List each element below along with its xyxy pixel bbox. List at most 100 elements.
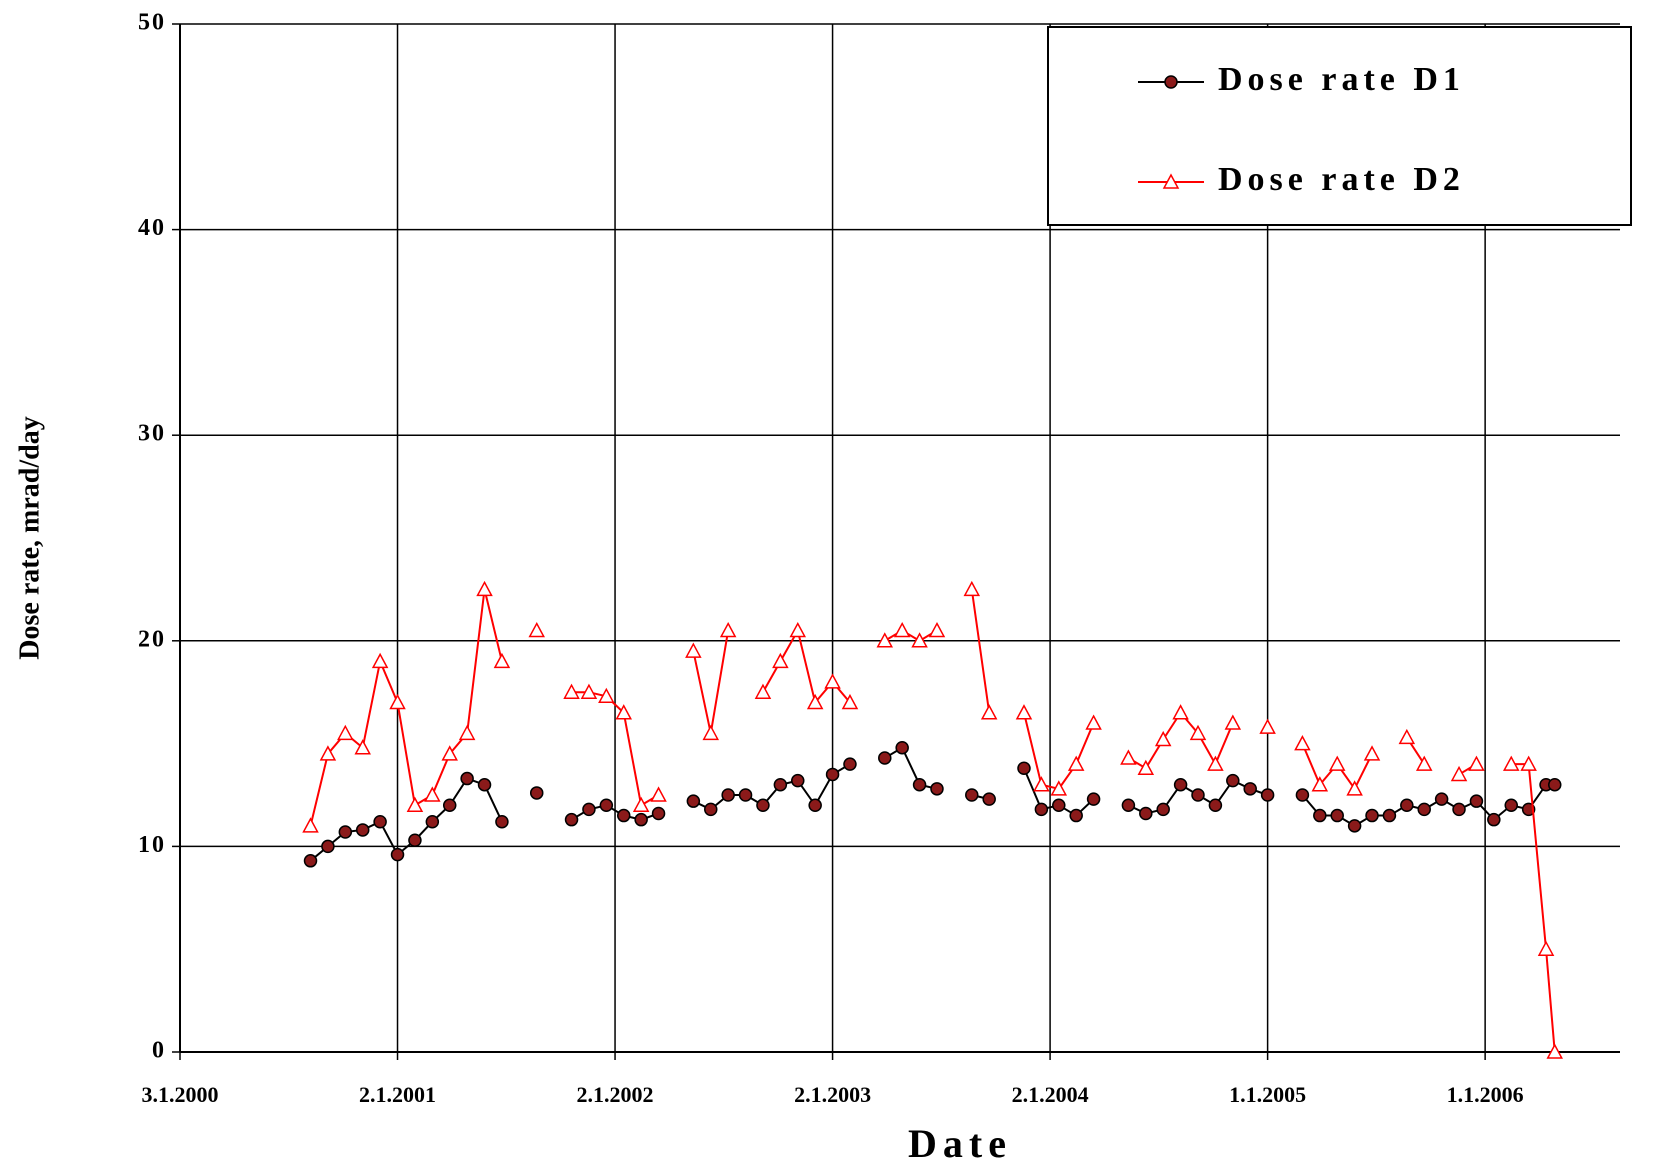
marker	[721, 788, 735, 802]
marker	[1546, 1043, 1563, 1059]
marker	[1382, 808, 1397, 823]
marker	[1164, 75, 1178, 89]
marker	[1294, 735, 1311, 751]
marker	[302, 817, 319, 833]
marker	[1139, 806, 1153, 821]
marker	[719, 621, 737, 638]
marker	[1504, 798, 1518, 813]
y-tick-label: 40	[138, 215, 166, 241]
y-tick-label: 10	[138, 832, 166, 858]
marker	[980, 704, 998, 720]
marker	[1156, 802, 1170, 817]
marker	[1207, 755, 1224, 771]
marker	[965, 788, 979, 802]
marker	[564, 812, 579, 827]
marker	[389, 693, 406, 710]
marker	[1487, 812, 1501, 827]
marker	[1067, 755, 1085, 771]
y-axis-title: Dose rate, mrad/day	[14, 416, 45, 659]
marker	[1085, 714, 1102, 730]
marker	[791, 773, 805, 788]
marker	[1469, 794, 1484, 808]
marker	[1259, 718, 1276, 734]
legend-box	[1047, 26, 1632, 226]
marker	[878, 751, 892, 765]
y-tick-label: 30	[138, 421, 166, 447]
marker	[1365, 808, 1379, 823]
marker	[808, 798, 822, 813]
marker	[841, 693, 859, 710]
x-tick-label: 1.1.2006	[1447, 1082, 1524, 1107]
y-tick-label: 20	[138, 626, 166, 652]
marker	[476, 580, 493, 597]
marker	[1162, 173, 1180, 189]
marker	[424, 786, 441, 802]
marker	[876, 632, 894, 648]
marker	[337, 724, 354, 741]
marker	[1154, 730, 1172, 747]
marker	[1328, 755, 1346, 771]
marker	[704, 802, 718, 817]
marker	[825, 767, 840, 782]
marker	[702, 724, 720, 741]
marker	[373, 814, 387, 829]
marker	[406, 796, 424, 813]
marker	[912, 777, 927, 792]
marker	[930, 782, 944, 796]
marker	[982, 792, 996, 806]
marker	[616, 808, 631, 823]
marker	[1243, 782, 1257, 796]
marker	[458, 724, 476, 741]
marker	[1226, 773, 1240, 788]
x-axis-title: Date	[908, 1121, 1012, 1162]
marker	[599, 798, 614, 813]
marker	[1330, 808, 1344, 823]
marker	[563, 683, 580, 699]
marker	[1050, 780, 1068, 796]
marker	[1434, 792, 1449, 806]
legend-label: Dose rate D1	[1218, 61, 1465, 98]
marker	[806, 693, 824, 710]
marker	[772, 652, 789, 669]
marker	[1260, 788, 1275, 802]
marker	[928, 621, 946, 638]
marker	[354, 739, 371, 755]
marker	[425, 814, 440, 829]
marker	[773, 777, 788, 792]
y-tick-label: 0	[152, 1038, 166, 1064]
marker	[1189, 724, 1207, 741]
marker	[754, 683, 772, 699]
marker	[321, 839, 335, 854]
marker	[1208, 798, 1223, 813]
y-tick-label: 50	[138, 10, 166, 36]
marker	[651, 806, 666, 821]
marker	[1172, 704, 1189, 720]
marker	[1052, 798, 1066, 813]
marker	[477, 777, 492, 792]
marker	[1415, 755, 1433, 771]
x-tick-label: 2.1.2004	[1012, 1082, 1089, 1107]
marker	[580, 683, 598, 699]
marker	[1400, 798, 1414, 813]
marker	[390, 847, 405, 862]
marker	[686, 794, 701, 808]
series-line	[309, 746, 1555, 862]
marker	[441, 745, 458, 761]
x-tick-label: 1.1.2005	[1229, 1082, 1306, 1107]
marker	[1537, 940, 1555, 956]
marker	[1086, 792, 1101, 806]
marker	[893, 621, 911, 638]
marker	[895, 740, 909, 755]
marker	[1468, 755, 1485, 771]
legend: Dose rate D1 Dose rate D2	[1047, 26, 1632, 226]
marker	[1363, 745, 1381, 761]
marker	[963, 580, 981, 597]
marker	[1034, 802, 1049, 817]
marker	[1017, 761, 1031, 776]
marker	[1346, 780, 1363, 796]
marker	[1033, 776, 1050, 792]
x-tick-label: 2.1.2002	[577, 1082, 654, 1107]
marker	[1015, 704, 1033, 720]
marker	[460, 771, 474, 786]
